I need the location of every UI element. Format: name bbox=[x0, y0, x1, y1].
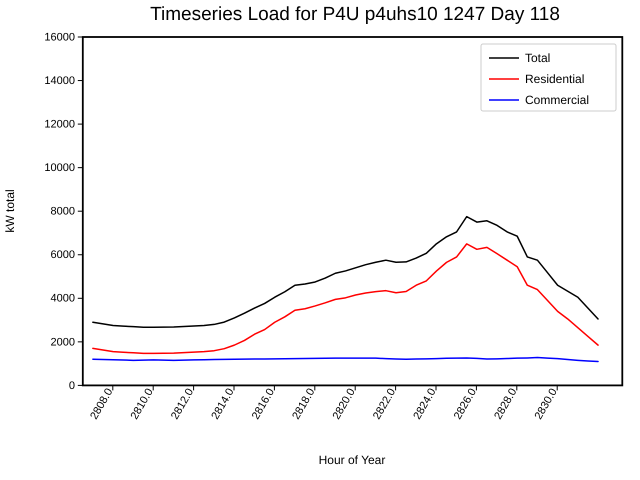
svg-text:Commercial: Commercial bbox=[525, 93, 589, 107]
svg-text:14000: 14000 bbox=[44, 75, 75, 87]
svg-text:16000: 16000 bbox=[44, 31, 75, 43]
svg-text:Total: Total bbox=[525, 51, 550, 65]
svg-text:10000: 10000 bbox=[44, 162, 75, 174]
svg-text:12000: 12000 bbox=[44, 119, 75, 131]
svg-text:Hour of Year: Hour of Year bbox=[319, 453, 386, 467]
svg-text:Timeseries Load for P4U p4uhs1: Timeseries Load for P4U p4uhs10 1247 Day… bbox=[150, 4, 560, 25]
svg-text:4000: 4000 bbox=[51, 293, 75, 305]
svg-text:Residential: Residential bbox=[525, 72, 584, 86]
svg-text:kW total: kW total bbox=[3, 189, 17, 232]
svg-text:8000: 8000 bbox=[51, 206, 75, 218]
svg-text:6000: 6000 bbox=[51, 249, 75, 261]
svg-text:2000: 2000 bbox=[51, 336, 75, 348]
svg-text:0: 0 bbox=[69, 380, 75, 392]
